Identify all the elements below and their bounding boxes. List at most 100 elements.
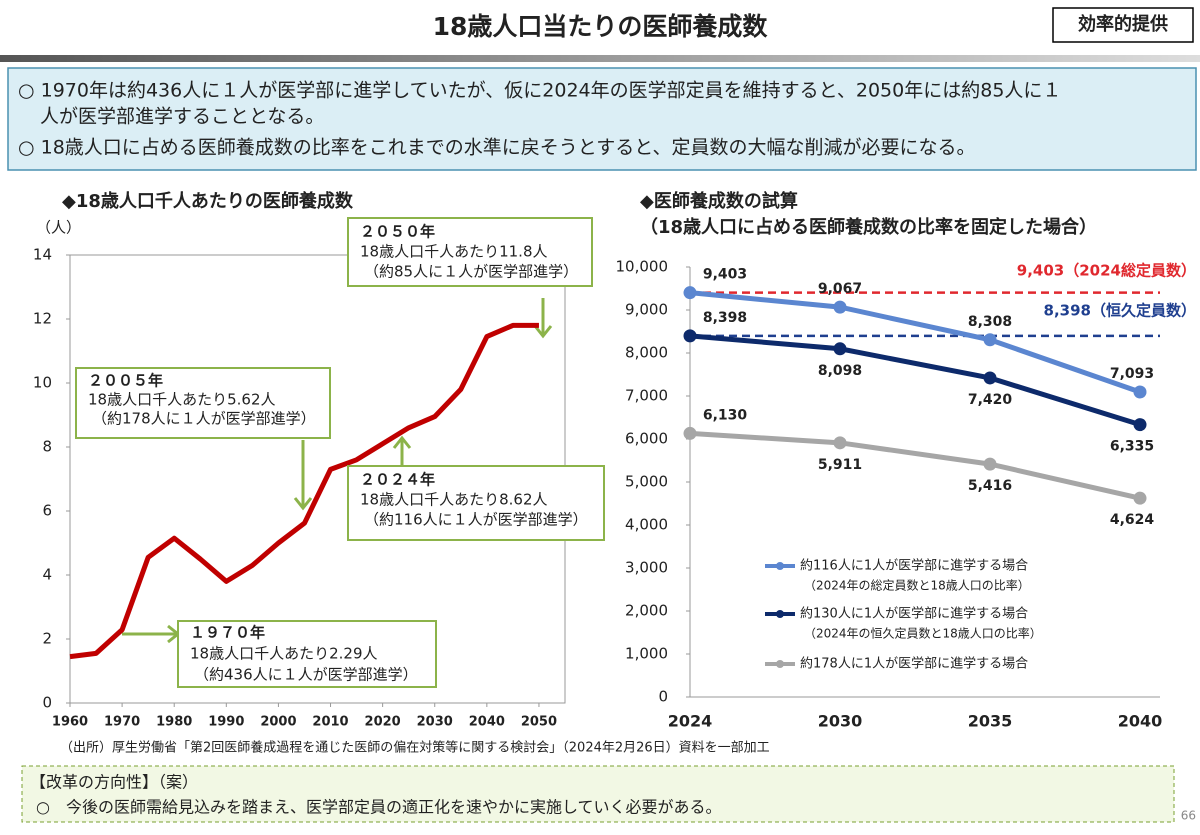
data-line — [689, 333, 1141, 427]
y-tick-label: 7,000 — [625, 387, 668, 405]
value-label: 4,624 — [1110, 512, 1155, 528]
value-label: 8,098 — [818, 363, 862, 379]
y-tick-label: 9,000 — [625, 301, 668, 319]
annotation-text: 18歳人口千人あたり5.62人 — [88, 391, 276, 409]
footer-heading: 【改革の方向性】（案） — [30, 773, 198, 792]
x-tick-label: 2040 — [469, 715, 505, 730]
annotation-text: ２００５年 — [88, 372, 163, 390]
summary-text: 人が医学部進学することとなる。 — [40, 106, 324, 128]
annotation-text: 18歳人口千人あたり8.62人 — [360, 491, 548, 509]
x-tick-label: 2050 — [521, 715, 557, 730]
legend-marker — [776, 562, 784, 570]
y-tick-label: 3,000 — [625, 559, 668, 577]
chart-title: （18歳人口に占める医師養成数の比率を固定した場合） — [640, 216, 1097, 238]
annotation-box — [75, 367, 331, 439]
y-label: （人） — [36, 219, 81, 237]
rule — [0, 55, 1200, 62]
y-tick-label: 14 — [33, 246, 52, 264]
badge: 効率的提供 — [1078, 13, 1168, 35]
annotation-text: （約178人に１人が医学部進学） — [92, 410, 316, 428]
annotation-text: ２０５０年 — [360, 223, 435, 241]
data-line — [689, 290, 1141, 395]
value-label: 6,335 — [1110, 439, 1154, 455]
y-tick-label: 0 — [42, 694, 52, 712]
source: （出所）厚生労働省「第2回医師養成過程を通じた医師の偏在対策等に関する検討会」（… — [60, 740, 770, 756]
summary-box — [7, 67, 1197, 171]
reference-label: 8,398（恒久定員数） — [1044, 302, 1196, 320]
annotation-box — [177, 620, 437, 688]
y-tick-label: 4 — [42, 566, 52, 584]
chart-title: ◆医師養成数の試算 — [640, 190, 798, 212]
y-tick-label: 10 — [33, 374, 52, 392]
y-tick-label: 6,000 — [625, 430, 668, 448]
x-tick-label: 1990 — [208, 715, 244, 730]
y-tick-label: 0 — [658, 688, 668, 706]
annotation-text: ２０２４年 — [360, 471, 435, 489]
y-tick-label: 5,000 — [625, 473, 668, 491]
x-tick-label: 2030 — [417, 715, 453, 730]
value-label: 8,308 — [968, 314, 1012, 330]
y-tick-label: 8,000 — [625, 344, 668, 362]
legend-note: （2024年の総定員数と18歳人口の比率） — [804, 578, 1030, 593]
data-point — [1133, 418, 1147, 432]
y-tick-label: 1,000 — [625, 645, 668, 663]
badge-box — [1052, 7, 1194, 43]
y-tick-label: 12 — [33, 310, 52, 328]
y-tick-label: 8 — [42, 438, 52, 456]
value-label: 9,067 — [818, 281, 862, 297]
x-tick-label: 2030 — [818, 712, 863, 731]
data-point — [683, 329, 697, 343]
annotation-text: 18歳人口千人あたり11.8人 — [360, 243, 548, 261]
legend-note: （2024年の恒久定員数と18歳人口の比率） — [804, 626, 1042, 641]
x-tick-label: 2040 — [1118, 712, 1163, 731]
annotation-text: （約85人に１人が医学部進学） — [364, 263, 578, 281]
y-tick-label: 2,000 — [625, 602, 668, 620]
data-point — [833, 342, 847, 356]
data-point — [1133, 385, 1147, 399]
data-point — [983, 333, 997, 347]
footer-text: ○ 今後の医師需給見込みを踏まえ、医学部定員の適正化を速やかに実施していく必要が… — [36, 798, 721, 817]
annotation-box — [347, 217, 593, 287]
x-tick-label: 1960 — [52, 715, 88, 730]
y-tick-label: 6 — [42, 502, 52, 520]
value-label: 7,420 — [968, 392, 1013, 408]
annotation-text: （約436人に１人が医学部進学） — [194, 666, 418, 684]
data-point — [683, 426, 697, 440]
x-tick-label: 2035 — [968, 712, 1013, 731]
x-tick-label: 2024 — [668, 712, 713, 731]
chart-title: ◆18歳人口千人あたりの医師養成数 — [62, 190, 354, 212]
annotation-text: １９７０年 — [190, 624, 265, 642]
data-point — [833, 300, 847, 314]
data-point — [833, 436, 847, 450]
legend-label: 約130人に1人が医学部に進学する場合 — [800, 606, 1028, 622]
x-tick-label: 2020 — [365, 715, 401, 730]
y-tick-label: 4,000 — [625, 516, 668, 534]
page-number: 66 — [1181, 809, 1196, 823]
legend-marker — [776, 660, 784, 668]
legend-marker — [776, 610, 784, 618]
summary-text: ○ 1970年は約436人に１人が医学部に進学していたが、仮に2024年の医学部… — [18, 80, 1061, 102]
value-label: 5,911 — [818, 457, 862, 473]
value-label: 5,416 — [968, 478, 1012, 494]
data-line — [689, 430, 1141, 501]
x-tick-label: 1980 — [156, 715, 192, 730]
value-label: 7,093 — [1110, 366, 1154, 382]
annotation-box — [347, 465, 605, 541]
y-tick-label: 2 — [42, 630, 52, 648]
annotation-text: （約116人に１人が医学部進学） — [364, 511, 588, 529]
data-point — [683, 286, 697, 300]
data-point — [983, 457, 997, 471]
data-point — [983, 371, 997, 385]
x-tick-label: 2000 — [260, 715, 296, 730]
value-label: 8,398 — [703, 310, 747, 326]
legend-label: 約116人に1人が医学部に進学する場合 — [800, 558, 1028, 574]
annotation-text: 18歳人口千人あたり2.29人 — [190, 645, 378, 663]
value-label: 9,403 — [703, 267, 747, 283]
y-tick-label: 10,000 — [616, 258, 669, 276]
x-tick-label: 1970 — [104, 715, 140, 730]
legend-label: 約178人に1人が医学部に進学する場合 — [800, 656, 1028, 672]
x-tick-label: 2010 — [312, 715, 348, 730]
title: 18歳人口当たりの医師養成数 — [433, 12, 769, 41]
reference-label: 9,403（2024総定員数） — [1017, 262, 1196, 280]
